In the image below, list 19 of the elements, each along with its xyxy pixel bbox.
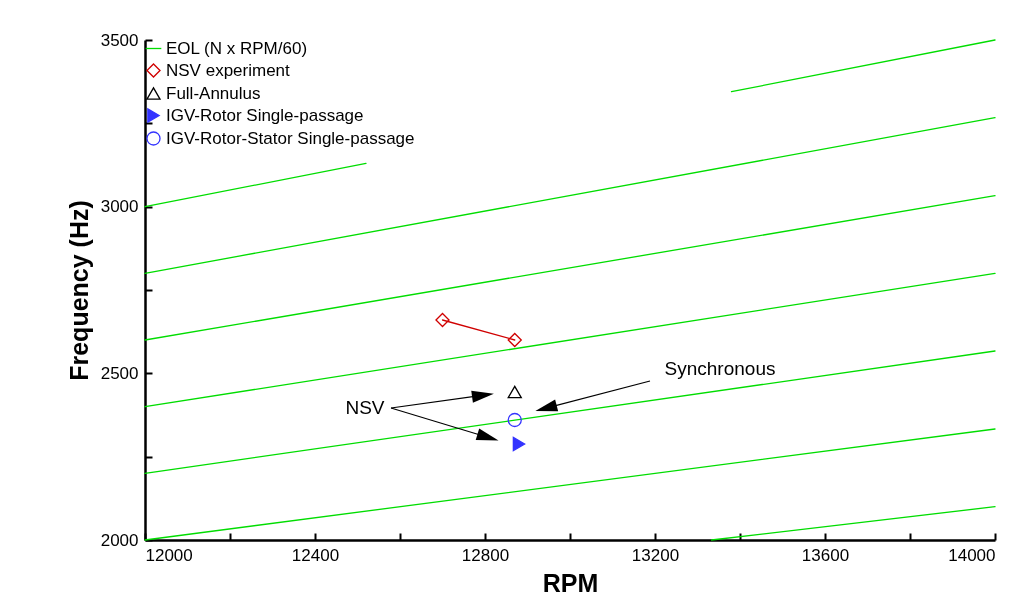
x-tick-label: 12000: [145, 545, 193, 565]
x-axis-title: RPM: [542, 568, 599, 597]
legend-label: IGV-Rotor-Stator Single-passage: [166, 128, 415, 148]
legend-label: EOL (N x RPM/60): [166, 38, 308, 58]
legend-label: Full-Annulus: [166, 83, 261, 103]
x-tick-label: 12800: [461, 545, 510, 565]
x-tick-label: 14000: [948, 545, 996, 565]
y-tick-label: 3500: [100, 30, 139, 50]
x-tick-label: 13200: [631, 545, 680, 565]
legend-label: NSV experiment: [166, 60, 291, 80]
y-tick-label: 2000: [100, 530, 139, 550]
legend-label: IGV-Rotor Single-passage: [166, 105, 364, 125]
y-tick-label: 2500: [100, 363, 139, 383]
y-tick-label: 3000: [100, 197, 139, 217]
x-tick-label: 12400: [291, 545, 340, 565]
x-tick-label: 13600: [801, 545, 850, 565]
annotation: Synchronous: [664, 358, 776, 379]
annotation: NSV: [345, 397, 385, 418]
y-axis-title: Frequency (Hz): [64, 200, 93, 381]
